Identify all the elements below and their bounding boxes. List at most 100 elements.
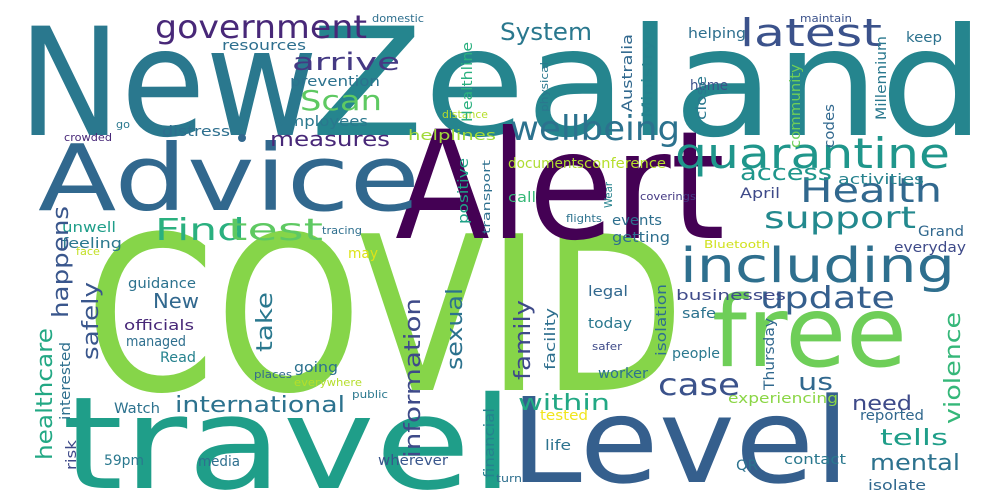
- w-places: places: [254, 368, 292, 381]
- w-free: free: [712, 276, 907, 390]
- w-violence: violence: [941, 312, 966, 424]
- w-reported: reported: [860, 408, 924, 424]
- w-positive: positive: [456, 158, 472, 224]
- w-tells: tells: [880, 426, 948, 451]
- w-qr: QR: [736, 458, 758, 474]
- w-crowded: crowded: [64, 131, 112, 144]
- w-mental: mental: [870, 451, 960, 476]
- w-thursday: Thursday: [762, 318, 778, 391]
- w-health: Health: [800, 171, 942, 211]
- w-tracing: tracing: [322, 224, 362, 237]
- w-travel: travel: [62, 370, 514, 500]
- w-quarantine: quarantine: [675, 129, 950, 178]
- w-find: Find: [155, 213, 245, 248]
- w-tested: tested: [540, 408, 588, 424]
- w-new-1: New: [18, 0, 318, 171]
- w-alert: Alert: [395, 100, 725, 274]
- w-facility: facility: [543, 308, 559, 370]
- w-healthcare: healthcare: [33, 328, 58, 460]
- w-scan: Scan: [300, 84, 382, 117]
- w-support: support: [764, 201, 916, 236]
- w-conference: conference: [584, 156, 666, 172]
- w-april: April: [740, 186, 780, 202]
- w-people: people: [672, 346, 720, 362]
- w-everyday: everyday: [894, 240, 966, 256]
- w-millennium: Millennium: [874, 36, 890, 120]
- w-helplines: helplines: [408, 128, 496, 144]
- w-employees: employees: [278, 114, 368, 130]
- w-experiencing: experiencing: [728, 391, 838, 407]
- w-safe: safe: [682, 306, 716, 322]
- w-within: within: [518, 391, 610, 416]
- w-measures: measures: [270, 127, 390, 151]
- w-feeling: feeling: [62, 236, 122, 252]
- w-codes: codes: [822, 104, 838, 148]
- w-test: test: [228, 213, 323, 248]
- w-home: home: [690, 78, 728, 94]
- w-sexual: sexual: [443, 288, 468, 370]
- w-prevention: prevention: [290, 74, 380, 90]
- w-isolate: isolate: [868, 478, 926, 494]
- w-resources: resources: [222, 38, 306, 54]
- w-information: information: [401, 298, 426, 458]
- w-unwell: unwell: [62, 220, 116, 236]
- w-healthline: Healthline: [460, 42, 476, 122]
- w-helping: helping: [688, 26, 746, 42]
- w-level: Level: [510, 372, 850, 500]
- w-wellbeing: wellbeing: [510, 109, 680, 149]
- w-community: community: [788, 64, 804, 148]
- w-isolation: isolation: [654, 284, 670, 356]
- w-go: go: [116, 118, 130, 131]
- w-maintain: maintain: [800, 12, 852, 25]
- w-including: including: [680, 238, 955, 294]
- w-covid: COVID: [85, 190, 685, 441]
- w-interested: interested: [58, 342, 74, 420]
- w-government: government: [155, 8, 367, 46]
- dot-mark: [238, 134, 246, 142]
- w-managed: managed: [126, 334, 186, 350]
- w-advice: Advice: [38, 125, 420, 232]
- w-read: Read: [160, 350, 196, 366]
- w-life: life: [545, 438, 571, 454]
- w-media: media: [198, 454, 240, 470]
- w-bluetooth: Bluetooth: [704, 238, 770, 251]
- w-latest: latest: [740, 11, 882, 55]
- w-distance: distance: [442, 108, 488, 121]
- w-face: face: [76, 245, 100, 258]
- w-system: System: [500, 18, 592, 46]
- w-physical: physical: [538, 62, 551, 112]
- w-case: case: [658, 368, 740, 403]
- w-grand: Grand: [918, 224, 964, 240]
- w-new-2: New: [153, 289, 199, 313]
- w-close: close: [694, 76, 710, 120]
- w-everywhere: everywhere: [294, 376, 362, 389]
- w-turn: turn: [496, 472, 522, 485]
- w-coverings: coverings: [640, 190, 696, 203]
- w-arrive: arrive: [292, 48, 400, 76]
- w-safely: safely: [79, 282, 104, 360]
- w-flights: flights: [566, 212, 602, 225]
- w-legal: legal: [588, 284, 628, 300]
- w-need: need: [852, 391, 912, 415]
- w-going: going: [294, 360, 338, 376]
- w-distress: distress: [162, 124, 230, 140]
- w-getting: getting: [612, 230, 670, 246]
- w-documents: documents: [508, 156, 584, 172]
- w-financial: financial: [482, 408, 498, 478]
- w-may: may: [348, 246, 378, 262]
- w-wherever: wherever: [378, 453, 448, 469]
- w-ministry: Ministry: [640, 40, 656, 118]
- w-watch: Watch: [114, 401, 160, 417]
- w-transport: transport: [480, 159, 493, 234]
- w-australia: Australia: [620, 34, 636, 112]
- w-guidance: guidance: [128, 276, 196, 292]
- w-happens: happens: [49, 206, 74, 318]
- w-us: us: [798, 368, 833, 396]
- w-family: family: [511, 300, 536, 380]
- w-update: update: [760, 281, 895, 316]
- w-domestic: domestic: [372, 12, 424, 25]
- w-call: call: [508, 190, 536, 206]
- w-contact: contact: [784, 452, 847, 468]
- w-events: events: [612, 213, 662, 229]
